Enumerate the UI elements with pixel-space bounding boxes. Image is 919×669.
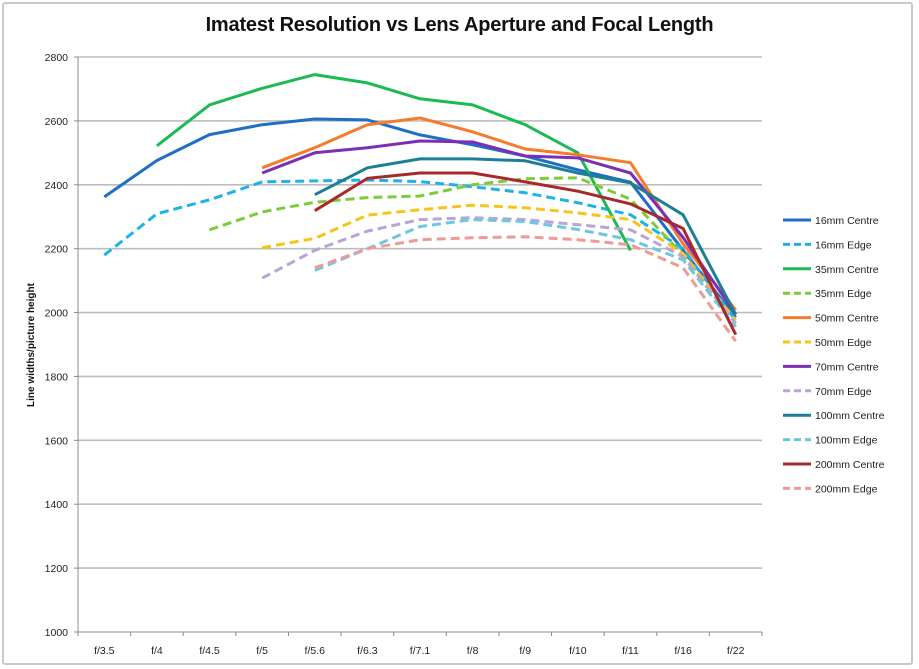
y-tick-label: 1400 — [45, 499, 69, 511]
series-line-50mm-edge — [261, 203, 737, 322]
legend-item: 100mm Edge — [783, 435, 878, 447]
legend-item: 35mm Centre — [783, 264, 879, 276]
legend-label: 50mm Edge — [815, 337, 872, 349]
series-line-100mm-edge — [314, 218, 737, 328]
y-tick-label: 2200 — [45, 244, 69, 256]
series-line-200mm-edge — [314, 235, 737, 343]
axes — [77, 57, 762, 633]
y-axis-title: Line widths/picture height — [26, 282, 37, 407]
y-tick-label: 2000 — [45, 308, 69, 320]
legend-item: 50mm Centre — [783, 313, 879, 325]
x-tick-label: f/8 — [467, 645, 479, 657]
legend-item: 16mm Edge — [783, 239, 872, 251]
legend-label: 35mm Edge — [815, 288, 872, 300]
y-tick-label: 2600 — [45, 116, 69, 128]
series-line-70mm-centre — [261, 139, 737, 316]
legend-item: 35mm Edge — [783, 288, 872, 300]
legend-item: 70mm Centre — [783, 361, 879, 373]
legend-item: 100mm Centre — [783, 410, 885, 422]
legend-item: 16mm Centre — [783, 215, 879, 227]
y-tick-label: 1800 — [45, 371, 69, 383]
legend-label: 200mm Centre — [815, 459, 885, 471]
legend-label: 100mm Edge — [815, 435, 878, 447]
series-line-35mm-centre — [155, 73, 632, 252]
legend-label: 70mm Edge — [815, 386, 872, 398]
x-tick-label: f/7.1 — [410, 645, 431, 657]
legend-item: 200mm Edge — [783, 483, 878, 495]
legend-label: 70mm Centre — [815, 361, 879, 373]
chart-title: Imatest Resolution vs Lens Aperture and … — [205, 14, 714, 36]
x-tick-label: f/5.6 — [305, 645, 326, 657]
legend-item: 50mm Edge — [783, 337, 872, 349]
series-line-70mm-edge — [261, 216, 737, 325]
series-line-16mm-edge — [103, 178, 737, 322]
legend-label: 16mm Edge — [815, 239, 872, 251]
x-tick-label: f/3.5 — [94, 645, 115, 657]
y-tick-label: 1000 — [45, 627, 69, 639]
y-tick-label: 2800 — [45, 52, 69, 64]
x-tick-label: f/5 — [256, 645, 268, 657]
x-tick-label: f/11 — [622, 645, 639, 657]
legend-item: 70mm Edge — [783, 386, 872, 398]
legend-item: 200mm Centre — [783, 459, 885, 471]
series-line-100mm-centre — [314, 157, 738, 316]
x-tick-label: f/16 — [674, 645, 692, 657]
series-line-200mm-centre — [314, 171, 738, 336]
y-tick-label: 2400 — [45, 180, 69, 192]
series-line-35mm-edge — [209, 176, 737, 325]
legend-label: 16mm Centre — [815, 215, 879, 227]
y-tick-label: 1600 — [45, 435, 69, 447]
x-tick-label: f/9 — [519, 645, 531, 657]
legend-label: 100mm Centre — [815, 410, 885, 422]
legend-label: 35mm Centre — [815, 264, 879, 276]
x-tick-labels: f/3.5 f/4 f/4.5 f/5 f/5.6 f/6.3 f/7.1 f/8 f/9 f/1… — [77, 632, 763, 657]
x-tick-label: f/22 — [727, 645, 745, 657]
x-tick-label: f/4.5 — [199, 645, 220, 657]
x-tick-label: f/10 — [569, 645, 587, 657]
legend: 16mm Centre 16mm Edge 35mm Centre 35mm Edge… — [783, 215, 885, 495]
legend-label: 200mm Edge — [815, 483, 878, 495]
y-tick-labels: 1000 1200 1400 1600 1800 2000 2200 2400 2600 2800 — [45, 52, 69, 639]
gridlines — [74, 56, 762, 633]
legend-label: 50mm Centre — [815, 313, 879, 325]
y-tick-label: 1200 — [45, 563, 69, 575]
x-tick-label: f/4 — [151, 645, 163, 657]
series-lines — [103, 73, 738, 343]
x-tick-label: f/6.3 — [357, 645, 378, 657]
